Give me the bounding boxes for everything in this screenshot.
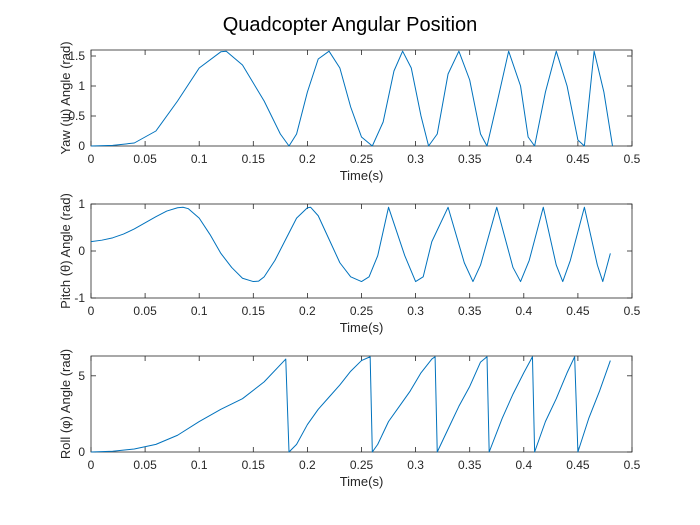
yaw-axes: 0 0.05 0.1 0.15 0.2 0.25 0.3 0.35 0.4 0.45 0.5 0 0.5… <box>58 41 641 183</box>
pitch-ylabel: Pitch (θ) Angle (rad) <box>58 193 73 309</box>
yaw-xtick-label: 0.4 <box>515 152 532 166</box>
roll-xtick-label: 0.1 <box>191 458 208 472</box>
roll-xtick-label: 0.2 <box>299 458 316 472</box>
pitch-axes: 0 0.05 0.1 0.15 0.2 0.25 0.3 0.35 0.4 0.45 0.5-101… <box>58 193 641 335</box>
roll-xtick-label: 0.35 <box>458 458 482 472</box>
pitch-xtick-label: 0.25 <box>350 304 374 318</box>
yaw-xtick-label: 0.2 <box>299 152 316 166</box>
yaw-xtick-label: 0.45 <box>566 152 590 166</box>
roll-xtick-label: 0.25 <box>350 458 374 472</box>
yaw-series-line <box>90 50 614 147</box>
roll-ytick-label: 0 <box>78 445 85 459</box>
pitch-series-line <box>90 206 611 283</box>
yaw-xtick-label: 0.05 <box>133 152 157 166</box>
roll-xtick-label: 0.15 <box>242 458 266 472</box>
figure-title: Quadcopter Angular Position <box>223 14 478 36</box>
roll-xtick-label: 0.4 <box>515 458 532 472</box>
pitch-xtick-label: 0.05 <box>133 304 157 318</box>
pitch-xtick-label: 0.5 <box>624 304 641 318</box>
yaw-xtick-label: 0 <box>88 152 95 166</box>
yaw-xtick-label: 0.35 <box>458 152 482 166</box>
pitch-plot-area <box>90 203 633 299</box>
pitch-xtick-label: 0.45 <box>566 304 590 318</box>
roll-series-line <box>90 356 611 453</box>
yaw-ytick-label: 0.5 <box>68 109 85 123</box>
yaw-xtick-label: 0.5 <box>624 152 641 166</box>
yaw-xtick-label: 0.25 <box>350 152 374 166</box>
roll-ylabel: Roll (φ) Angle (rad) <box>58 349 73 459</box>
pitch-xtick-label: 0.4 <box>515 304 532 318</box>
pitch-ytick-label: 1 <box>78 197 85 211</box>
pitch-xlabel: Time(s) <box>340 320 384 335</box>
yaw-xtick-label: 0.15 <box>242 152 266 166</box>
yaw-xlabel: Time(s) <box>340 168 384 183</box>
roll-xtick-label: 0 <box>88 458 95 472</box>
roll-xtick-label: 0.05 <box>133 458 157 472</box>
yaw-xtick-label: 0.3 <box>407 152 424 166</box>
yaw-xtick-label: 0.1 <box>191 152 208 166</box>
yaw-ytick-label: 1 <box>78 79 85 93</box>
pitch-xtick-label: 0.1 <box>191 304 208 318</box>
pitch-ytick-label: 0 <box>78 244 85 258</box>
pitch-xtick-label: 0.3 <box>407 304 424 318</box>
pitch-xtick-label: 0 <box>88 304 95 318</box>
roll-ytick-label: 5 <box>78 369 85 383</box>
roll-xtick-label: 0.5 <box>624 458 641 472</box>
roll-plot-area <box>90 355 633 453</box>
roll-xtick-label: 0.3 <box>407 458 424 472</box>
yaw-plot-area <box>90 49 633 147</box>
pitch-xtick-label: 0.15 <box>242 304 266 318</box>
roll-axes: 0 0.05 0.1 0.15 0.2 0.25 0.3 0.35 0.4 0.45 0.5 0 5 Ti… <box>58 349 641 489</box>
yaw-ytick-label: 0 <box>78 139 85 153</box>
yaw-ylabel: Yaw (ψ) Angle (rad) <box>58 41 73 154</box>
pitch-xtick-label: 0.2 <box>299 304 316 318</box>
yaw-ytick-label: 1.5 <box>68 49 85 63</box>
pitch-xtick-label: 0.35 <box>458 304 482 318</box>
roll-xtick-label: 0.45 <box>566 458 590 472</box>
pitch-ytick-label: -1 <box>74 291 85 305</box>
roll-xlabel: Time(s) <box>340 474 384 489</box>
